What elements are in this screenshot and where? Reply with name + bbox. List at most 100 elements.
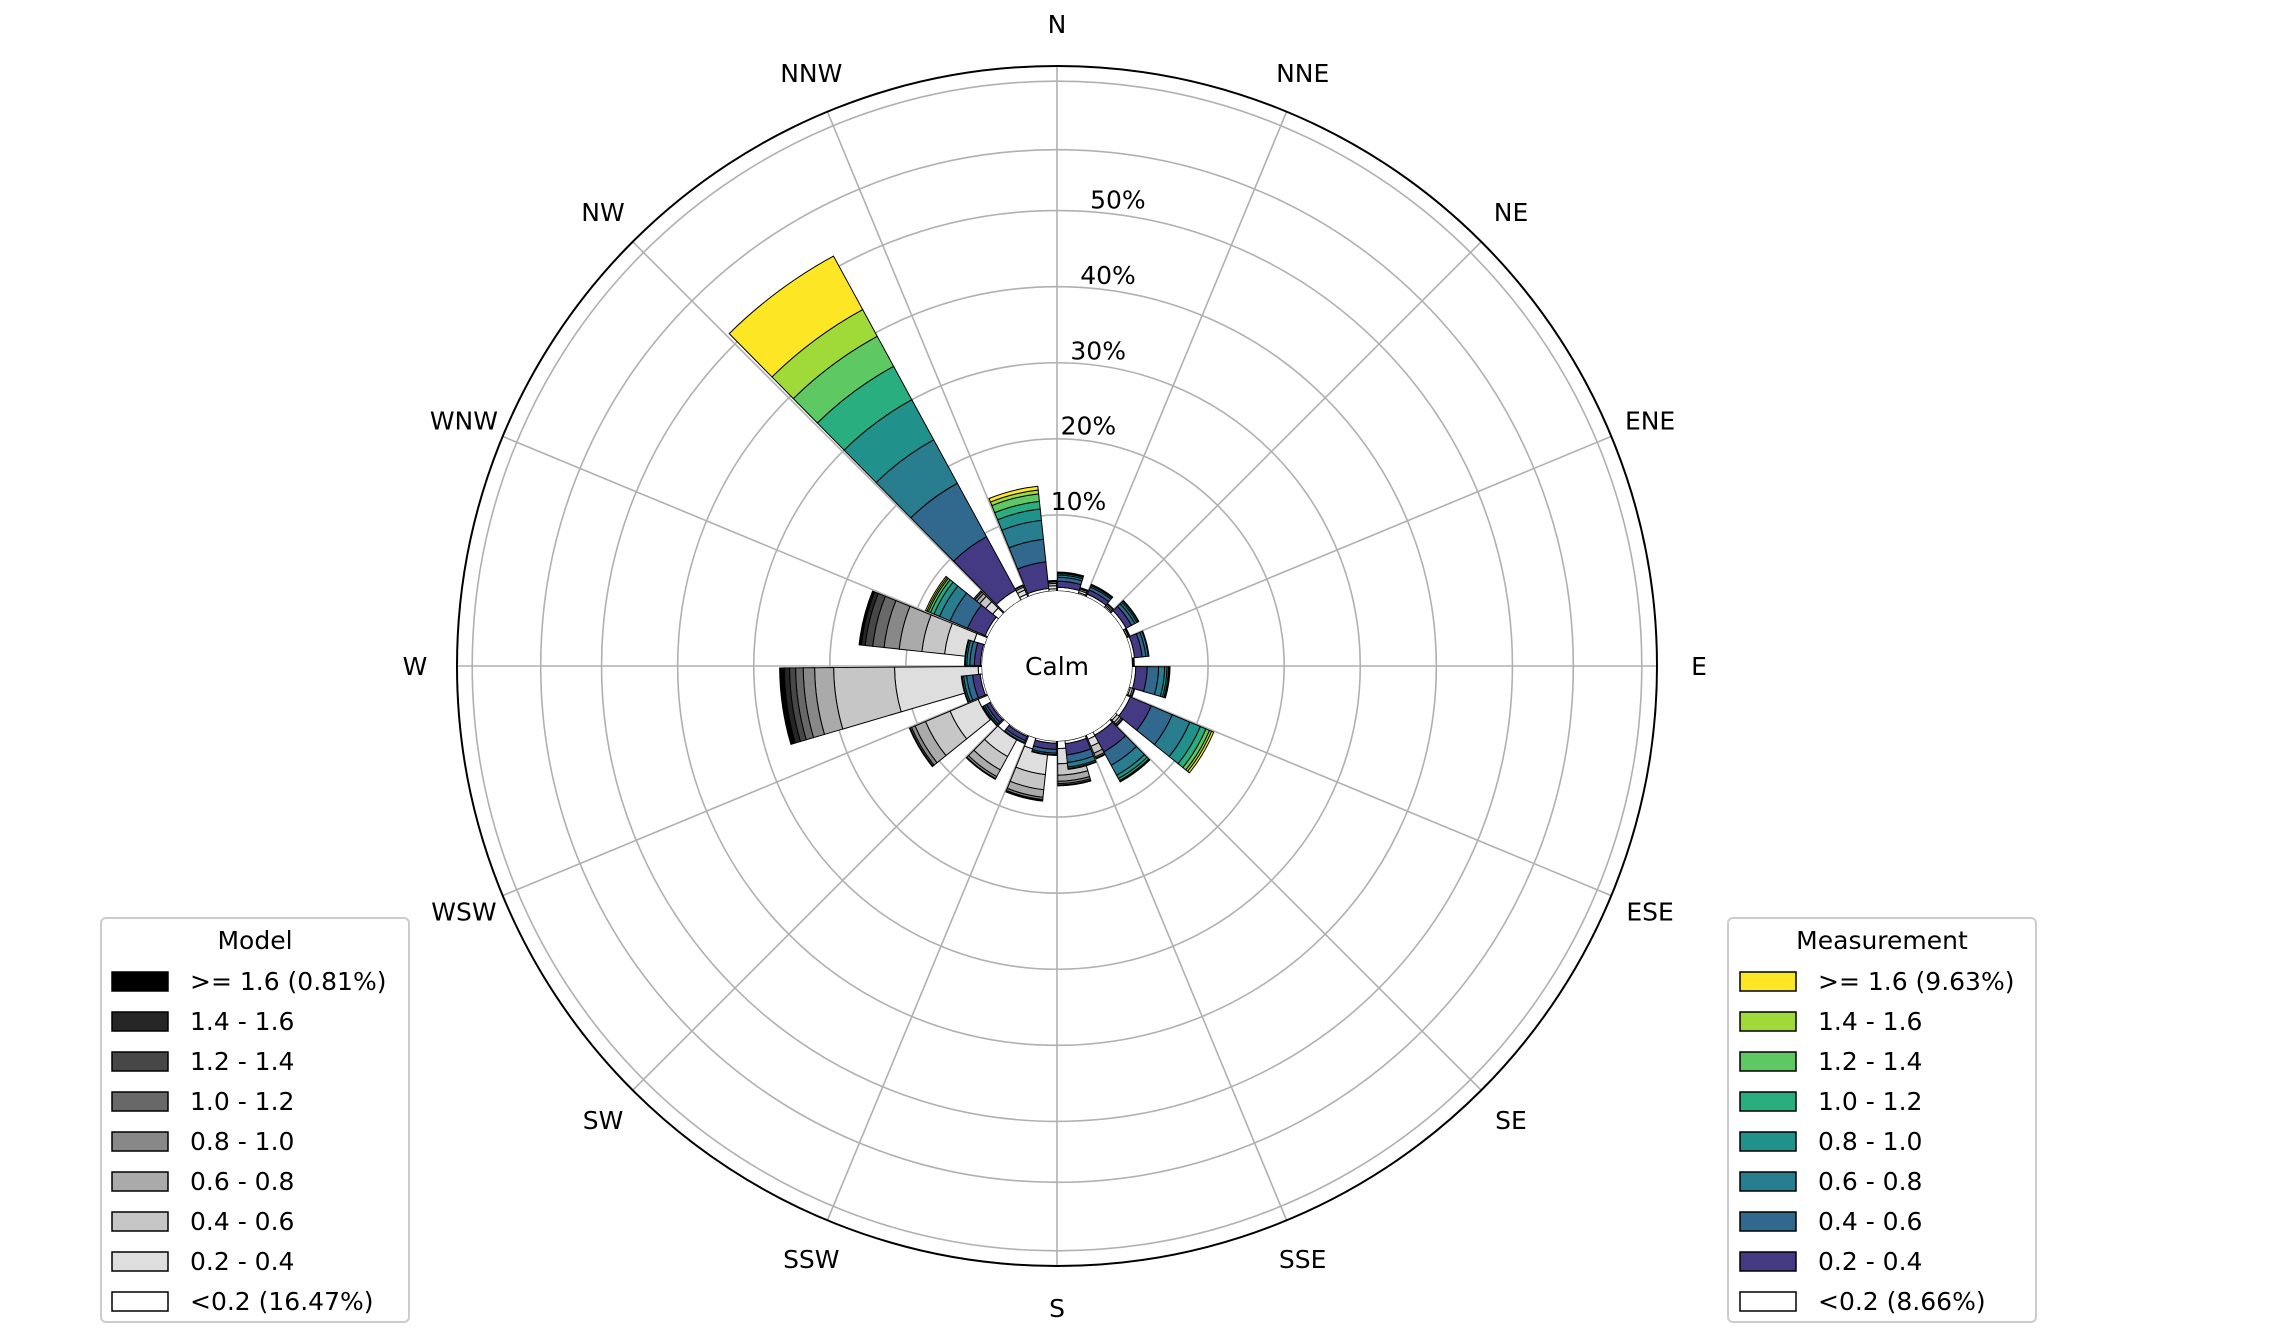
grid-spoke-ne: [1056, 241, 1482, 667]
legend-label: 0.2 - 0.4: [190, 1247, 294, 1276]
axis-labels: N NNE NE ENE E ESE SE SSE S SSW SW WSW W WNW NW NNW 10% 2…: [403, 10, 1707, 1323]
grid-spoke-nne: [1056, 111, 1288, 667]
legend-label: 0.4 - 0.6: [190, 1207, 294, 1236]
legend-swatch: [1739, 1051, 1797, 1072]
radial-tick-label: 10%: [1051, 487, 1107, 516]
direction-label-s: S: [1049, 1294, 1065, 1323]
bar-measurement-s-bin-4: [1031, 750, 1057, 756]
bar-measurement-nne-bin-5: [1090, 583, 1114, 599]
legend-swatch: [111, 1051, 169, 1072]
bar-measurement-nnw-bin-8: [988, 485, 1039, 503]
legend-label: 0.2 - 0.4: [1818, 1247, 1922, 1276]
bar-model-wnw-bin-8: [858, 590, 876, 646]
legend-swatch: [111, 971, 169, 992]
bar-measurement-ne-bin-5: [1122, 599, 1140, 623]
grid-spoke-ese: [1056, 665, 1612, 897]
legend-label: 1.2 - 1.4: [190, 1047, 294, 1076]
legend-label: 1.4 - 1.6: [1818, 1007, 1922, 1036]
grid-spoke-se: [1056, 665, 1482, 1091]
direction-label-n: N: [1048, 10, 1067, 39]
legend-label: 1.4 - 1.6: [190, 1007, 294, 1036]
bar-measurement-ene-bin-4: [1141, 630, 1150, 657]
direction-label-ssw: SSW: [783, 1245, 839, 1274]
legend-swatch: [1739, 1171, 1797, 1192]
direction-label-se: SE: [1495, 1106, 1527, 1135]
legend-swatch: [1739, 1091, 1797, 1112]
legend-swatch: [111, 1091, 169, 1112]
bar-model-sw-bin-5: [965, 756, 997, 780]
bar-model-wsw-bin-6: [908, 727, 934, 768]
legend-measurement: Measurement >= 1.6 (9.63%) 1.4 - 1.6 1.2 -…: [1727, 917, 2037, 1323]
legend-swatch: [1739, 971, 1797, 992]
legend-label: 1.0 - 1.2: [1818, 1087, 1922, 1116]
bar-measurement-sse-bin-5: [1067, 760, 1097, 770]
direction-label-wsw: WSW: [431, 898, 496, 927]
legend-label: >= 1.6 (9.63%): [1818, 967, 2014, 996]
bar-measurement-wnw-bin-8: [924, 575, 948, 612]
calm-label: Calm: [1025, 652, 1089, 681]
radial-tick-label: 20%: [1061, 412, 1117, 441]
legend-label: >= 1.6 (0.81%): [190, 967, 386, 996]
legend-swatch: [111, 1131, 169, 1152]
legend-swatch: [111, 1251, 169, 1272]
legend-label: 0.6 - 0.8: [1818, 1167, 1922, 1196]
radial-tick-label: 30%: [1070, 336, 1126, 365]
direction-label-ese: ESE: [1626, 898, 1673, 927]
direction-label-ene: ENE: [1625, 406, 1675, 435]
polar-frame: [456, 65, 1658, 1267]
legend-swatch: [1739, 1211, 1797, 1232]
radial-tick-label: 50%: [1090, 185, 1146, 214]
legend-swatch: [111, 1291, 169, 1312]
bar-measurement-se-bin-7: [1119, 758, 1151, 783]
bar-model-ssw-bin-6: [1005, 790, 1044, 802]
legend-label: <0.2 (16.47%): [190, 1287, 373, 1316]
direction-label-sw: SW: [583, 1106, 624, 1135]
direction-label-nw: NW: [581, 198, 624, 227]
legend-label: 0.8 - 1.0: [190, 1127, 294, 1156]
bar-measurement-e-bin-7: [1164, 666, 1171, 699]
legend-label: 1.0 - 1.2: [190, 1087, 294, 1116]
bar-measurement-n-bin-6: [1057, 571, 1085, 578]
direction-label-nnw: NNW: [780, 59, 842, 88]
grid-spoke-ene: [1056, 435, 1612, 667]
direction-label-sse: SSE: [1279, 1245, 1327, 1274]
grid-spoke-ssw: [826, 665, 1058, 1221]
bar-measurement-ese-bin-8: [1186, 730, 1215, 774]
bar-measurement-nw-bin-8: [728, 255, 864, 378]
legend-model: Model >= 1.6 (0.81%) 1.4 - 1.6 1.2 - 1.4 1.…: [100, 917, 410, 1323]
legend-swatch: [1739, 1131, 1797, 1152]
bar-model-w-bin-8: [779, 667, 796, 745]
legend-swatch: [1739, 1291, 1797, 1312]
legend-measurement-title: Measurement: [1796, 926, 1968, 955]
legend-label: 1.2 - 1.4: [1818, 1047, 1922, 1076]
bar-measurement-sw-bin-4: [981, 705, 998, 727]
bar-model-s-bin-6: [1057, 779, 1092, 787]
bar-measurement-wsw-bin-5: [960, 675, 970, 703]
grid-spoke-wnw: [502, 435, 1058, 667]
windrose-bars: [728, 255, 1215, 802]
legend-label: 0.6 - 0.8: [190, 1167, 294, 1196]
bar-model-w-bin-2: [833, 666, 902, 730]
grid-spoke-nw: [632, 241, 1058, 667]
direction-label-wnw: WNW: [430, 406, 498, 435]
grid-spoke-sse: [1056, 665, 1288, 1221]
legend-measurement-frame: [1727, 917, 2037, 1323]
grid-spoke-wsw: [502, 665, 1058, 897]
legend-model-frame: [100, 917, 410, 1323]
direction-label-e: E: [1691, 652, 1707, 681]
direction-label-w: W: [403, 652, 428, 681]
bar-measurement-ssw-bin-3: [1003, 730, 1026, 745]
legend-swatch: [111, 1171, 169, 1192]
radial-tick-label: 40%: [1080, 261, 1136, 290]
polar-grid: [456, 65, 1658, 1267]
legend-swatch: [1739, 1011, 1797, 1032]
legend-label: 0.8 - 1.0: [1818, 1127, 1922, 1156]
legend-label: <0.2 (8.66%): [1818, 1287, 1986, 1316]
direction-label-nne: NNE: [1276, 59, 1329, 88]
legend-model-title: Model: [217, 926, 292, 955]
calm-circle: [982, 591, 1132, 741]
direction-label-ne: NE: [1494, 198, 1529, 227]
legend-swatch: [111, 1011, 169, 1032]
grid-spoke-sw: [632, 665, 1058, 1091]
